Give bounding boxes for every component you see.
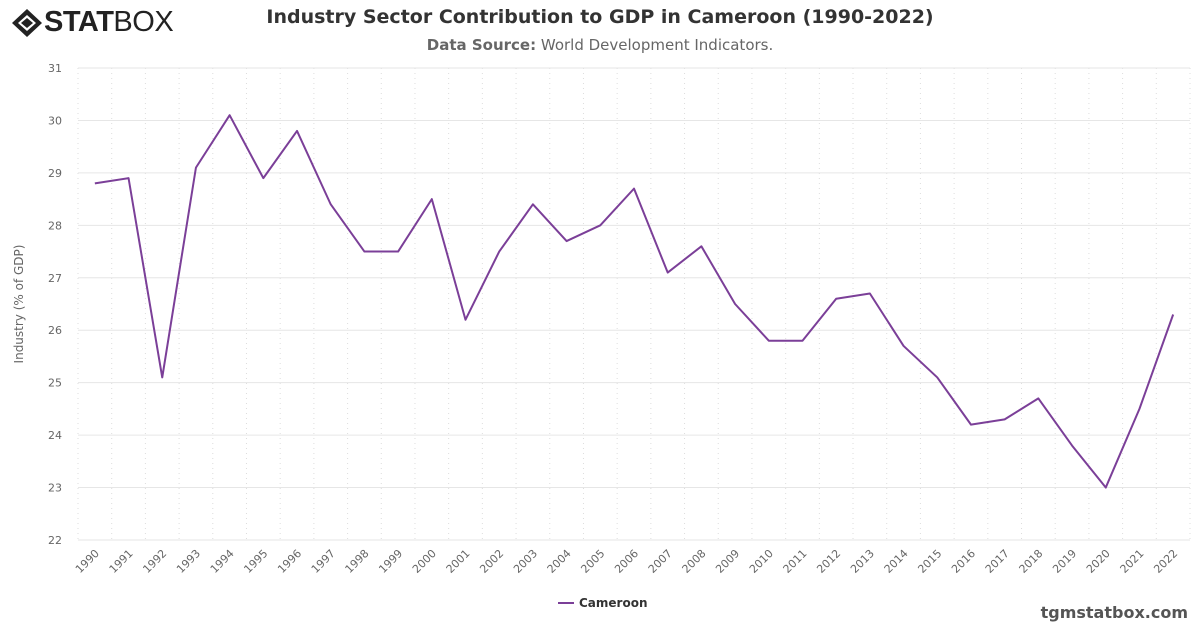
x-tick-label: 2006 (612, 547, 641, 576)
x-tick-label: 2001 (444, 547, 473, 576)
x-tick-label: 1997 (309, 547, 338, 576)
x-tick-label: 1992 (140, 547, 169, 576)
x-tick-label: 2000 (410, 547, 439, 576)
y-tick-label: 22 (48, 534, 62, 547)
x-tick-label: 2014 (882, 547, 911, 576)
y-tick-label: 27 (48, 272, 62, 285)
x-tick-label: 2012 (814, 547, 843, 576)
y-tick-label: 31 (48, 62, 62, 75)
series-line-cameroon (94, 114, 1175, 489)
y-tick-label: 25 (48, 377, 62, 390)
x-tick-label: 1994 (208, 547, 237, 576)
y-tick-label: 23 (48, 482, 62, 495)
x-tick-label: 2013 (848, 547, 877, 576)
x-tick-label: 2021 (1118, 547, 1147, 576)
y-tick-label: 30 (48, 114, 62, 127)
statbox-logo[interactable]: STATBOX (10, 6, 174, 39)
x-tick-label: 2007 (646, 547, 675, 576)
x-tick-label: 2020 (1084, 547, 1113, 576)
x-tick-label: 2009 (713, 547, 742, 576)
y-tick-label: 28 (48, 219, 62, 232)
x-tick-label: 2005 (578, 547, 607, 576)
x-tick-label: 1996 (275, 547, 304, 576)
x-tick-label: 2016 (949, 547, 978, 576)
x-tick-label: 1999 (376, 547, 405, 576)
x-tick-label: 1998 (343, 547, 372, 576)
x-tick-label: 2008 (680, 547, 709, 576)
legend-item-cameroon[interactable]: Cameroon (558, 596, 648, 610)
x-tick-label: 2010 (747, 547, 776, 576)
y-tick-label: 29 (48, 167, 62, 180)
x-tick-label: 2017 (983, 547, 1012, 576)
chart-subtitle: Data Source: World Development Indicator… (426, 36, 774, 54)
x-tick-label: 1990 (73, 547, 102, 576)
x-tick-label: 2003 (511, 547, 540, 576)
x-tick-label: 2011 (781, 547, 810, 576)
x-tick-label: 1991 (107, 547, 136, 576)
footer-site[interactable]: tgmstatbox.com (1040, 603, 1188, 622)
statbox-diamond-icon (12, 8, 42, 37)
legend-label: Cameroon (579, 596, 648, 610)
y-tick-label: 24 (48, 429, 62, 442)
x-tick-label: 2002 (477, 547, 506, 576)
x-tick-label: 2022 (1151, 547, 1180, 576)
x-tick-label: 2018 (1016, 547, 1045, 576)
y-axis-label: Industry (% of GDP) (12, 245, 26, 364)
y-tick-label: 26 (48, 324, 62, 337)
x-tick-label: 2019 (1050, 547, 1079, 576)
x-tick-label: 2015 (915, 547, 944, 576)
x-tick-label: 1995 (241, 547, 270, 576)
logo-text: STATBOX (44, 6, 174, 38)
x-tick-label: 1993 (174, 547, 203, 576)
chart-title: Industry Sector Contribution to GDP in C… (266, 6, 934, 28)
x-tick-label: 2004 (545, 547, 574, 576)
